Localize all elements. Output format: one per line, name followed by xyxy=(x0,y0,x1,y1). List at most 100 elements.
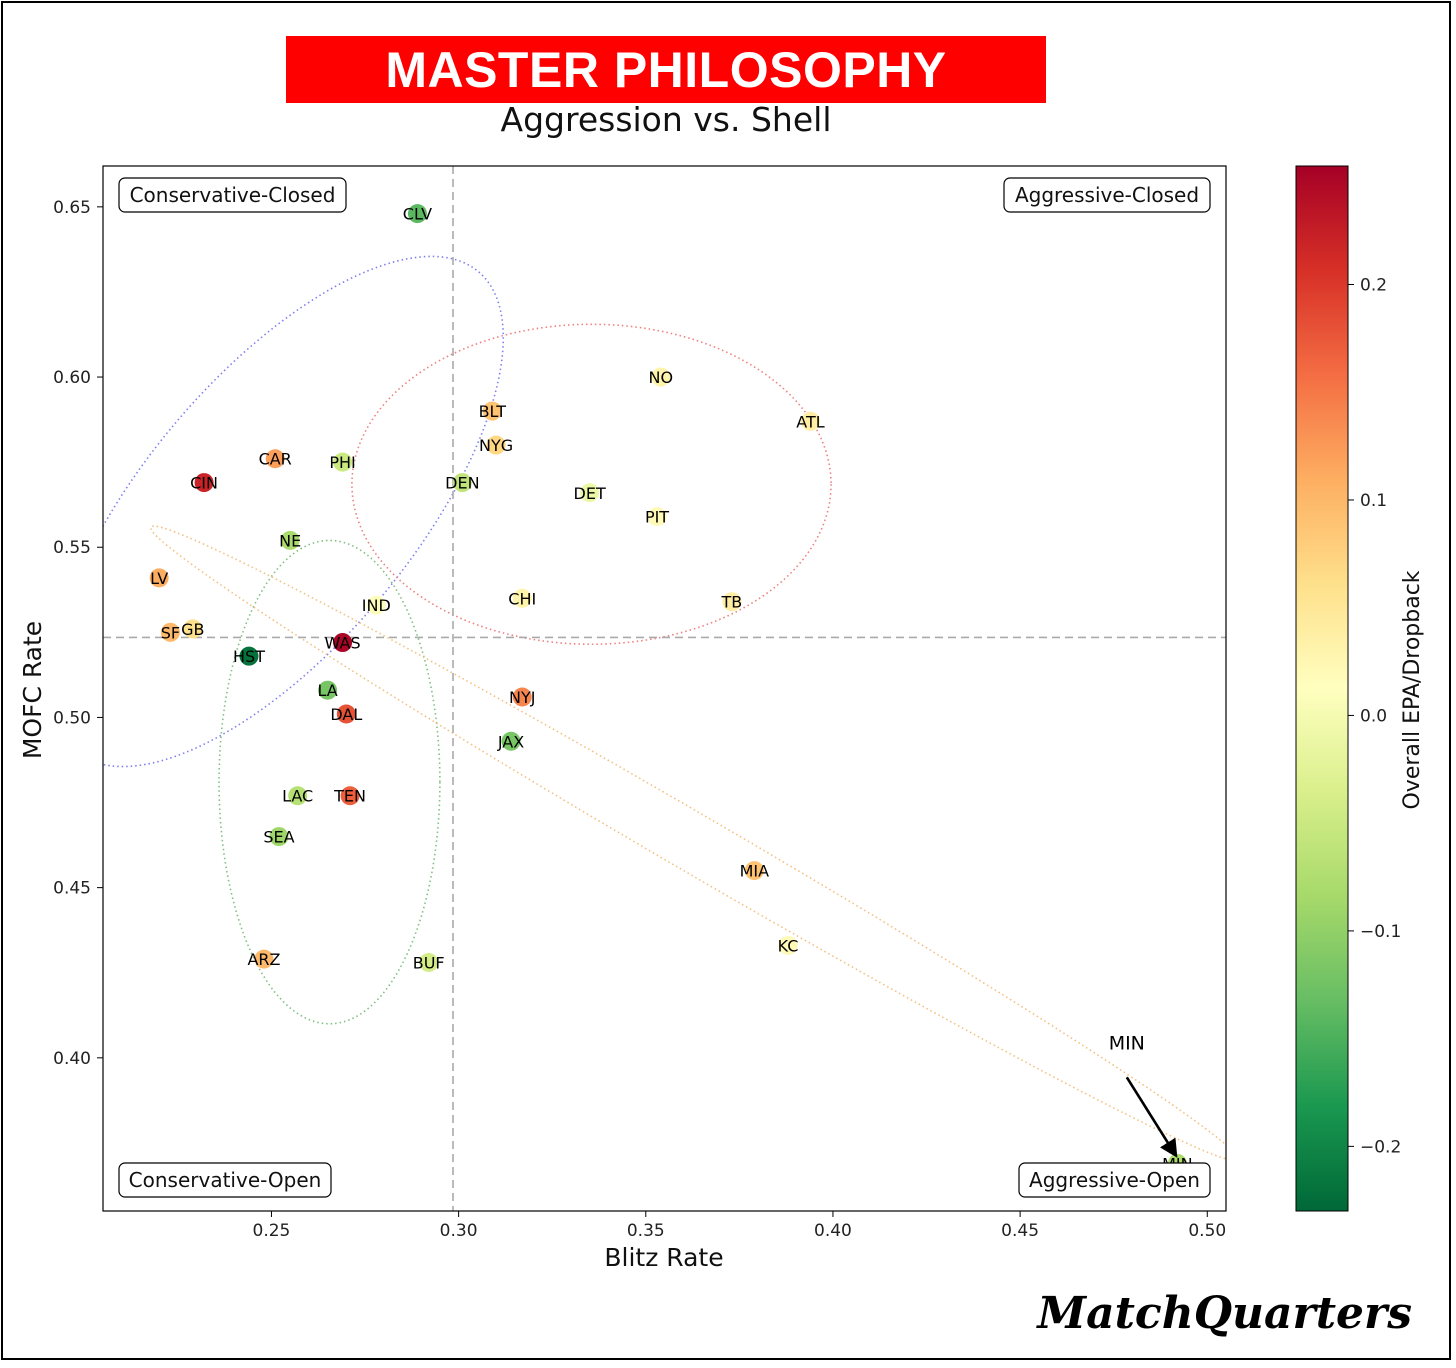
label-nyj: NYJ xyxy=(509,688,535,707)
point-buf[interactable] xyxy=(419,953,439,973)
point-phi[interactable] xyxy=(333,452,353,472)
quadrant-label-conservative-open: Conservative-Open xyxy=(118,1162,332,1198)
label-tb: TB xyxy=(721,593,743,612)
point-gb[interactable] xyxy=(183,619,203,639)
label-jax: JAX xyxy=(497,732,524,751)
quadrant-label-aggressive-open: Aggressive-Open xyxy=(1018,1162,1211,1198)
y-tick-label: 0.60 xyxy=(53,368,91,388)
svg-text:Conservative-Closed: Conservative-Closed xyxy=(130,183,336,207)
point-dal[interactable] xyxy=(336,704,356,724)
point-was[interactable] xyxy=(333,633,353,653)
cluster-ellipse-1 xyxy=(103,255,505,768)
label-pit: PIT xyxy=(645,508,669,527)
colorbar-tick-label: −0.2 xyxy=(1360,1137,1401,1157)
point-tb[interactable] xyxy=(722,592,742,612)
point-no[interactable] xyxy=(651,367,671,387)
point-la[interactable] xyxy=(318,680,338,700)
colorbar-tick-label: 0.0 xyxy=(1360,706,1387,726)
point-den[interactable] xyxy=(452,473,472,493)
point-ne[interactable] xyxy=(280,530,300,550)
label-cin: CIN xyxy=(190,474,218,493)
label-nyg: NYG xyxy=(479,436,513,455)
annotation-text: MIN xyxy=(1109,1032,1145,1054)
point-nyg[interactable] xyxy=(486,435,506,455)
x-tick-label: 0.45 xyxy=(1001,1221,1039,1241)
point-hst[interactable] xyxy=(239,646,259,666)
label-den: DEN xyxy=(445,474,479,493)
label-ind: IND xyxy=(362,596,391,615)
y-tick-label: 0.50 xyxy=(53,708,91,728)
point-jax[interactable] xyxy=(501,731,521,751)
point-kc[interactable] xyxy=(778,935,798,955)
label-blt: BLT xyxy=(479,402,507,421)
point-lac[interactable] xyxy=(288,786,308,806)
x-axis-label: Blitz Rate xyxy=(604,1243,723,1272)
title-banner: MASTER PHILOSOPHY xyxy=(286,36,1046,103)
point-nyj[interactable] xyxy=(512,687,532,707)
point-pit[interactable] xyxy=(647,507,667,527)
label-mia: MIA xyxy=(740,862,770,881)
x-tick-label: 0.40 xyxy=(814,1221,852,1241)
point-lv[interactable] xyxy=(149,568,169,588)
label-kc: KC xyxy=(778,936,799,955)
colorbar-label: Overall EPA/Dropback xyxy=(1400,570,1425,809)
quadrant-label-aggressive-closed: Aggressive-Closed xyxy=(1003,177,1211,213)
label-atl: ATL xyxy=(796,412,824,431)
cluster-ellipse-3 xyxy=(218,539,441,1025)
colorbar-tick-label: 0.2 xyxy=(1360,276,1387,296)
x-tick-label: 0.50 xyxy=(1188,1221,1226,1241)
point-atl[interactable] xyxy=(800,411,820,431)
label-lv: LV xyxy=(150,569,168,588)
annotation-arrow xyxy=(1125,1076,1178,1158)
svg-text:Aggressive-Open: Aggressive-Open xyxy=(1029,1168,1200,1192)
chart-subtitle: Aggression vs. Shell xyxy=(500,100,832,139)
label-gb: GB xyxy=(181,620,204,639)
label-buf: BUF xyxy=(413,954,445,973)
point-clv[interactable] xyxy=(407,204,427,224)
x-tick-label: 0.30 xyxy=(440,1221,478,1241)
colorbar xyxy=(1295,165,1349,1212)
y-tick-label: 0.45 xyxy=(53,879,91,899)
y-tick-label: 0.65 xyxy=(53,198,91,218)
x-tick-label: 0.25 xyxy=(253,1221,291,1241)
quadrant-label-conservative-closed: Conservative-Closed xyxy=(118,177,347,213)
point-chi[interactable] xyxy=(512,588,532,608)
label-arz: ARZ xyxy=(247,950,280,969)
cluster-ellipse-2 xyxy=(351,323,832,646)
label-det: DET xyxy=(574,484,606,503)
y-tick-label: 0.55 xyxy=(53,538,91,558)
svg-text:Aggressive-Closed: Aggressive-Closed xyxy=(1015,183,1199,207)
y-axis-label: MOFC Rate xyxy=(18,621,47,759)
label-car: CAR xyxy=(259,450,292,469)
chart-title: MASTER PHILOSOPHY xyxy=(385,41,947,98)
label-phi: PHI xyxy=(329,453,355,472)
point-blt[interactable] xyxy=(482,401,502,421)
label-dal: DAL xyxy=(330,705,362,724)
label-chi: CHI xyxy=(508,589,536,608)
point-ten[interactable] xyxy=(340,786,360,806)
label-sf: SF xyxy=(161,623,180,642)
cluster-ellipse-4 xyxy=(149,525,1226,1162)
label-sea: SEA xyxy=(263,828,294,847)
brand-logo: MatchQuarters xyxy=(1037,1288,1412,1339)
point-sea[interactable] xyxy=(269,827,289,847)
point-ind[interactable] xyxy=(366,595,386,615)
point-arz[interactable] xyxy=(254,949,274,969)
label-no: NO xyxy=(648,368,673,387)
label-ne: NE xyxy=(279,531,301,550)
point-mia[interactable] xyxy=(744,861,764,881)
label-was: WAS xyxy=(325,634,361,653)
x-tick-label: 0.35 xyxy=(627,1221,665,1241)
plot-area xyxy=(102,165,1227,1212)
label-ten: TEN xyxy=(333,787,366,806)
point-det[interactable] xyxy=(580,483,600,503)
label-clv: CLV xyxy=(403,205,432,224)
point-car[interactable] xyxy=(265,449,285,469)
point-sf[interactable] xyxy=(160,622,180,642)
point-cin[interactable] xyxy=(194,473,214,493)
label-lac: LAC xyxy=(282,787,313,806)
label-la: LA xyxy=(317,681,337,700)
svg-text:Conservative-Open: Conservative-Open xyxy=(129,1168,322,1192)
